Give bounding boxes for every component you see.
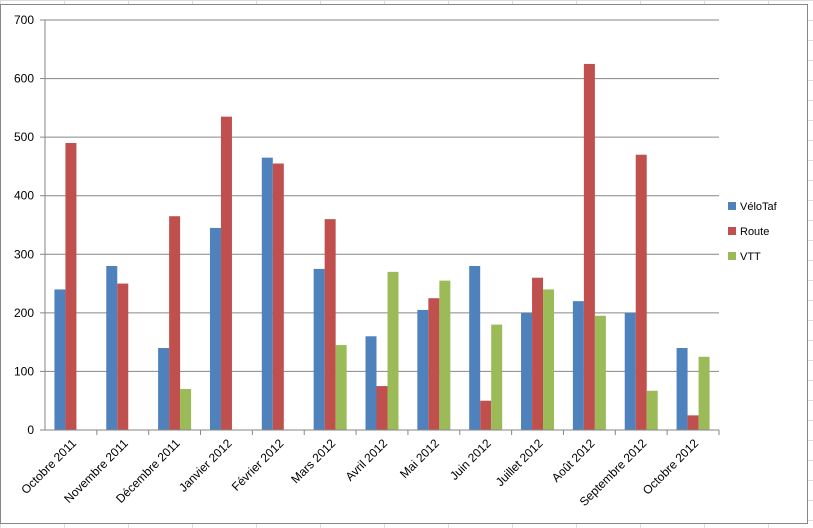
- y-tick-label: 600: [14, 72, 34, 86]
- y-tick-label: 700: [14, 13, 34, 27]
- x-tick-label: Août 2012: [549, 436, 598, 485]
- bar[interactable]: [169, 216, 181, 430]
- bar[interactable]: [491, 324, 503, 430]
- bar[interactable]: [480, 400, 492, 430]
- legend-label: VTT: [740, 251, 761, 263]
- y-tick-label: 100: [14, 364, 34, 378]
- bar[interactable]: [158, 348, 170, 430]
- bar[interactable]: [117, 283, 129, 430]
- y-tick-label: 0: [27, 423, 34, 437]
- bar[interactable]: [65, 143, 77, 430]
- x-tick-label: Janvier 2012: [176, 436, 235, 495]
- y-tick-label: 300: [14, 247, 34, 261]
- bar[interactable]: [646, 390, 658, 430]
- bar[interactable]: [272, 163, 284, 431]
- x-tick-label: Avril 2012: [343, 436, 391, 484]
- bar[interactable]: [428, 298, 440, 430]
- legend-swatch: [728, 227, 736, 235]
- legend-swatch: [728, 252, 736, 260]
- bar[interactable]: [209, 227, 221, 430]
- bar[interactable]: [676, 348, 688, 430]
- bars: [54, 63, 710, 431]
- chart-area[interactable]: [0, 4, 808, 524]
- bar[interactable]: [572, 301, 584, 430]
- y-tick-label: 200: [14, 306, 34, 320]
- y-tick-label: 400: [14, 189, 34, 203]
- bar[interactable]: [532, 277, 544, 430]
- bar[interactable]: [624, 312, 636, 430]
- bar[interactable]: [220, 116, 232, 431]
- bar[interactable]: [180, 389, 192, 430]
- bar[interactable]: [439, 280, 451, 430]
- bar[interactable]: [54, 289, 66, 430]
- legend-label: VéloTaf: [740, 201, 778, 213]
- x-tick-label: Juillet 2012: [493, 436, 546, 489]
- bar[interactable]: [106, 266, 118, 430]
- bar[interactable]: [698, 356, 710, 430]
- x-tick-label: Octobre 2012: [640, 436, 702, 498]
- bar[interactable]: [335, 345, 347, 430]
- axes: [40, 19, 720, 435]
- x-tick-label: Mai 2012: [397, 436, 442, 481]
- legend: VéloTaf Route VTT: [728, 201, 778, 263]
- bar[interactable]: [313, 268, 325, 430]
- legend-label: Route: [740, 226, 769, 238]
- x-tick-label: Février 2012: [229, 436, 287, 494]
- bar[interactable]: [387, 271, 399, 430]
- bar[interactable]: [469, 266, 481, 430]
- bar[interactable]: [324, 219, 336, 430]
- gridlines: [45, 19, 719, 372]
- bar[interactable]: [687, 415, 699, 430]
- bar[interactable]: [594, 315, 606, 430]
- bar[interactable]: [583, 63, 595, 431]
- x-tick-label: Juin 2012: [447, 436, 494, 483]
- bar[interactable]: [543, 289, 555, 430]
- bar[interactable]: [635, 154, 647, 430]
- bar[interactable]: [261, 157, 273, 430]
- y-tick-label: 500: [14, 130, 34, 144]
- legend-swatch: [728, 202, 736, 210]
- bar[interactable]: [376, 386, 388, 430]
- bar[interactable]: [521, 312, 533, 430]
- y-axis-ticks: 0 100 200 300 400 500 600 700: [14, 13, 34, 437]
- bar[interactable]: [417, 309, 429, 430]
- bar[interactable]: [365, 336, 377, 430]
- x-tick-label: Mars 2012: [288, 436, 338, 486]
